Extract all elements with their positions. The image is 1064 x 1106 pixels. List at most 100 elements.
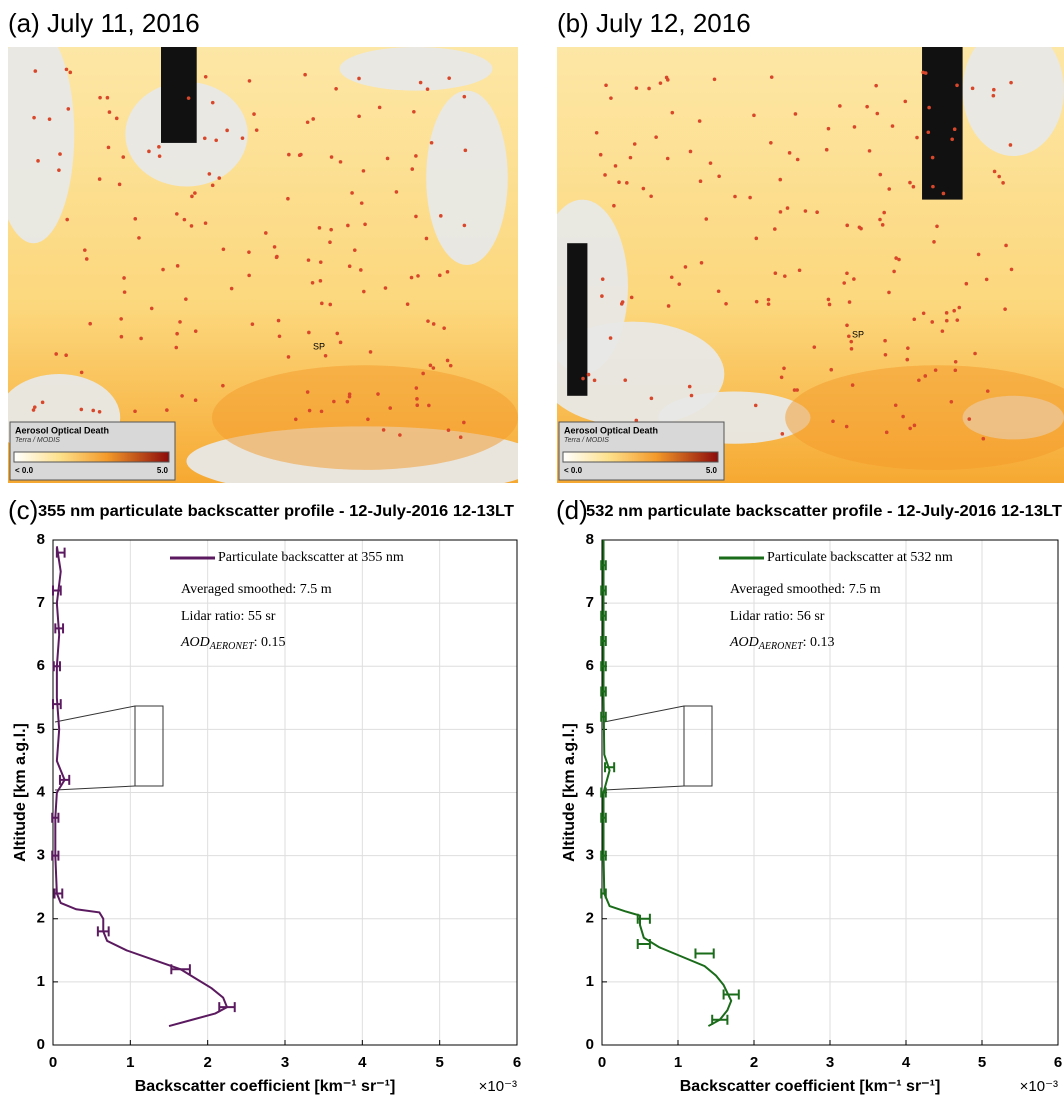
no-data — [922, 47, 963, 200]
hotspot — [773, 227, 777, 231]
hotspot — [699, 260, 704, 265]
hotspot — [97, 410, 102, 414]
hotspot — [221, 383, 225, 388]
hotspot — [286, 355, 291, 359]
profile-line — [54, 546, 229, 1028]
inset-box — [683, 705, 713, 787]
hotspot — [957, 305, 962, 310]
hotspot — [310, 280, 315, 285]
map-label: (b) July 12, 2016 — [557, 8, 751, 38]
y-tick-label: 8 — [586, 531, 594, 548]
hotspot — [276, 318, 281, 323]
hotspot — [581, 376, 585, 381]
hotspot — [753, 403, 758, 408]
hotspot — [445, 358, 450, 363]
hotspot — [991, 93, 996, 98]
hotspot — [915, 135, 919, 140]
hotspot — [98, 95, 102, 100]
error-bar — [694, 948, 715, 959]
hotspot — [264, 231, 268, 235]
hotspot — [724, 301, 728, 306]
hotspot — [955, 83, 959, 88]
hotspot — [831, 419, 835, 424]
hotspot — [689, 393, 694, 398]
hotspot — [785, 206, 790, 210]
hotspot — [122, 290, 127, 294]
hotspot — [845, 323, 849, 328]
hotspot — [293, 417, 298, 422]
x-tick-label: 1 — [126, 1054, 134, 1071]
no-data — [161, 47, 197, 143]
hotspot — [783, 274, 787, 278]
panel-label: (c) — [8, 495, 38, 525]
hotspot — [792, 388, 797, 392]
hotspot — [346, 223, 350, 228]
hotspot — [649, 194, 653, 199]
hotspot — [600, 277, 605, 281]
hotspot — [952, 308, 956, 313]
no-data — [567, 243, 588, 396]
hotspot — [189, 224, 194, 228]
hotspot — [383, 286, 388, 290]
hotspot — [782, 366, 786, 371]
hotspot — [911, 184, 916, 189]
hotspot — [944, 311, 949, 315]
hotspot — [345, 399, 350, 404]
hotspot — [277, 334, 282, 339]
hotspot — [40, 400, 45, 405]
hotspot — [133, 217, 138, 221]
hotspot — [57, 168, 61, 172]
hotspot — [318, 260, 323, 264]
error-bar — [51, 850, 60, 861]
hotspot — [412, 109, 416, 114]
hotspot — [921, 311, 926, 316]
hotspot — [414, 154, 418, 158]
cloud — [426, 90, 508, 265]
error-bar — [600, 686, 607, 697]
hotspot — [240, 136, 245, 140]
hotspot — [221, 247, 226, 252]
hotspot — [175, 264, 180, 268]
hotspot — [677, 282, 682, 286]
hotspot — [654, 135, 658, 139]
hotspot — [463, 148, 468, 153]
hotspot — [795, 388, 799, 392]
hotspot — [311, 117, 316, 121]
hotspot — [845, 271, 849, 276]
hotspot — [410, 167, 415, 171]
hotspot — [623, 378, 628, 383]
hotspot — [65, 217, 69, 222]
x-tick-label: 3 — [826, 1054, 834, 1071]
hotspot — [884, 430, 889, 435]
error-bar — [52, 585, 62, 596]
legend-title: Aerosol Optical Death — [15, 425, 109, 435]
hotspot — [852, 125, 857, 129]
hotspot — [927, 105, 931, 110]
inset-link — [54, 785, 136, 791]
hotspot — [307, 330, 311, 335]
hotspot — [426, 319, 430, 323]
hotspot — [47, 117, 52, 121]
hotspot — [303, 72, 307, 77]
hotspot — [186, 96, 191, 100]
hotspot — [838, 104, 842, 108]
legend-title: Aerosol Optical Death — [564, 425, 658, 435]
hotspot — [908, 180, 912, 185]
y-tick-label: 0 — [37, 1036, 45, 1053]
hotspot — [439, 214, 443, 218]
hotspot — [778, 210, 783, 214]
hotspot — [797, 268, 802, 273]
satellite-map: Aerosol Optical Death Terra / MODIS < 0.0 5… — [8, 47, 518, 483]
hotspot — [712, 77, 717, 82]
y-tick-label: 4 — [37, 783, 46, 800]
x-axis-label: Backscatter coefficient [km⁻¹ sr⁻¹] — [680, 1078, 941, 1095]
hotspot — [849, 347, 854, 351]
hotspot — [405, 302, 410, 306]
hotspot — [376, 392, 380, 396]
hotspot — [414, 214, 418, 219]
error-bar — [600, 888, 607, 899]
hotspot — [874, 83, 878, 88]
y-tick-label: 6 — [37, 657, 45, 674]
y-tick-label: 3 — [37, 847, 45, 864]
hotspot — [704, 217, 709, 221]
